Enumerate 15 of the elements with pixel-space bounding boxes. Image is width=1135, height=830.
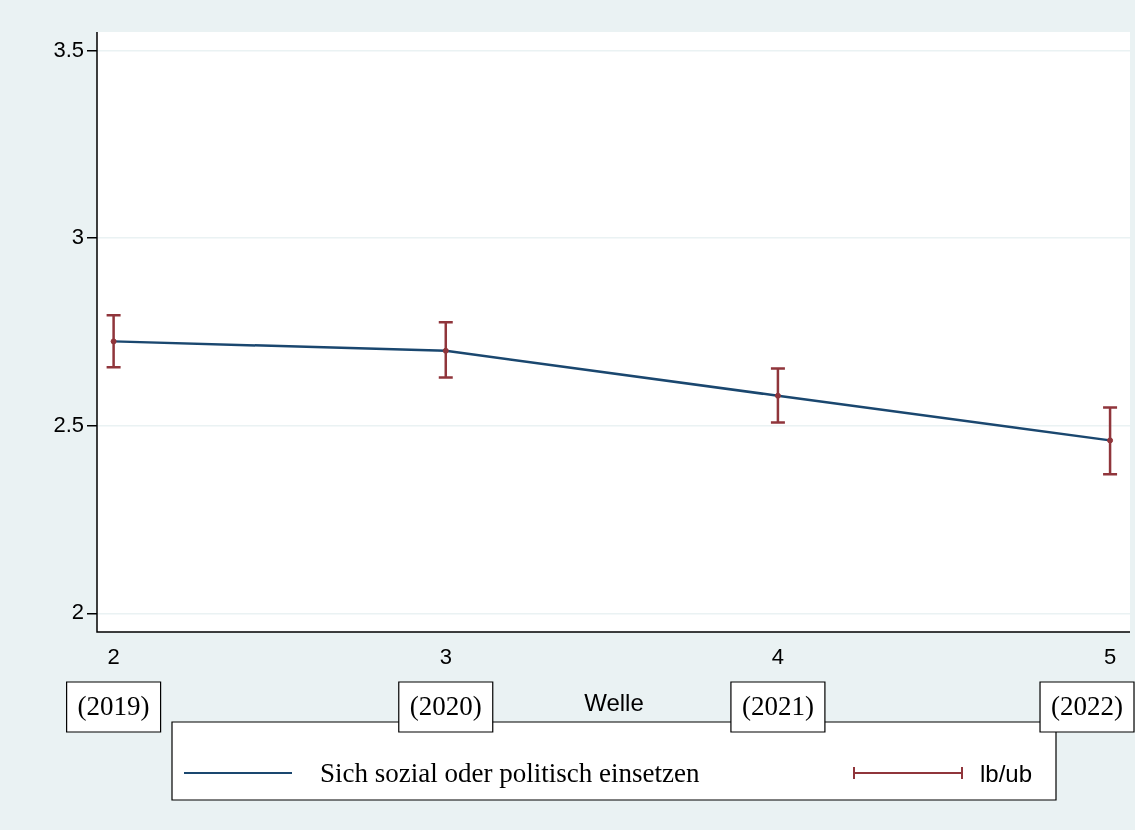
x-axis-title: Welle xyxy=(584,688,644,716)
x-tick-label: 5 xyxy=(1103,644,1117,670)
legend-label: lb/ub xyxy=(980,759,1033,787)
x-tick-label: 2 xyxy=(107,644,120,670)
text: (2020) xyxy=(409,691,482,722)
y-tick-label: 2.5 xyxy=(53,411,84,437)
y-tick-label: 2 xyxy=(71,599,84,625)
x-tick-label: 3 xyxy=(439,644,452,670)
text: (2022) xyxy=(1051,691,1123,722)
text: (2021) xyxy=(741,691,814,722)
text: (2019) xyxy=(77,691,150,722)
y-tick-label: 3.5 xyxy=(53,36,84,62)
legend-label: Sich sozial oder politisch einsetzen xyxy=(320,758,700,789)
y-tick-label: 3 xyxy=(71,224,84,250)
x-tick-label: 4 xyxy=(771,644,785,670)
